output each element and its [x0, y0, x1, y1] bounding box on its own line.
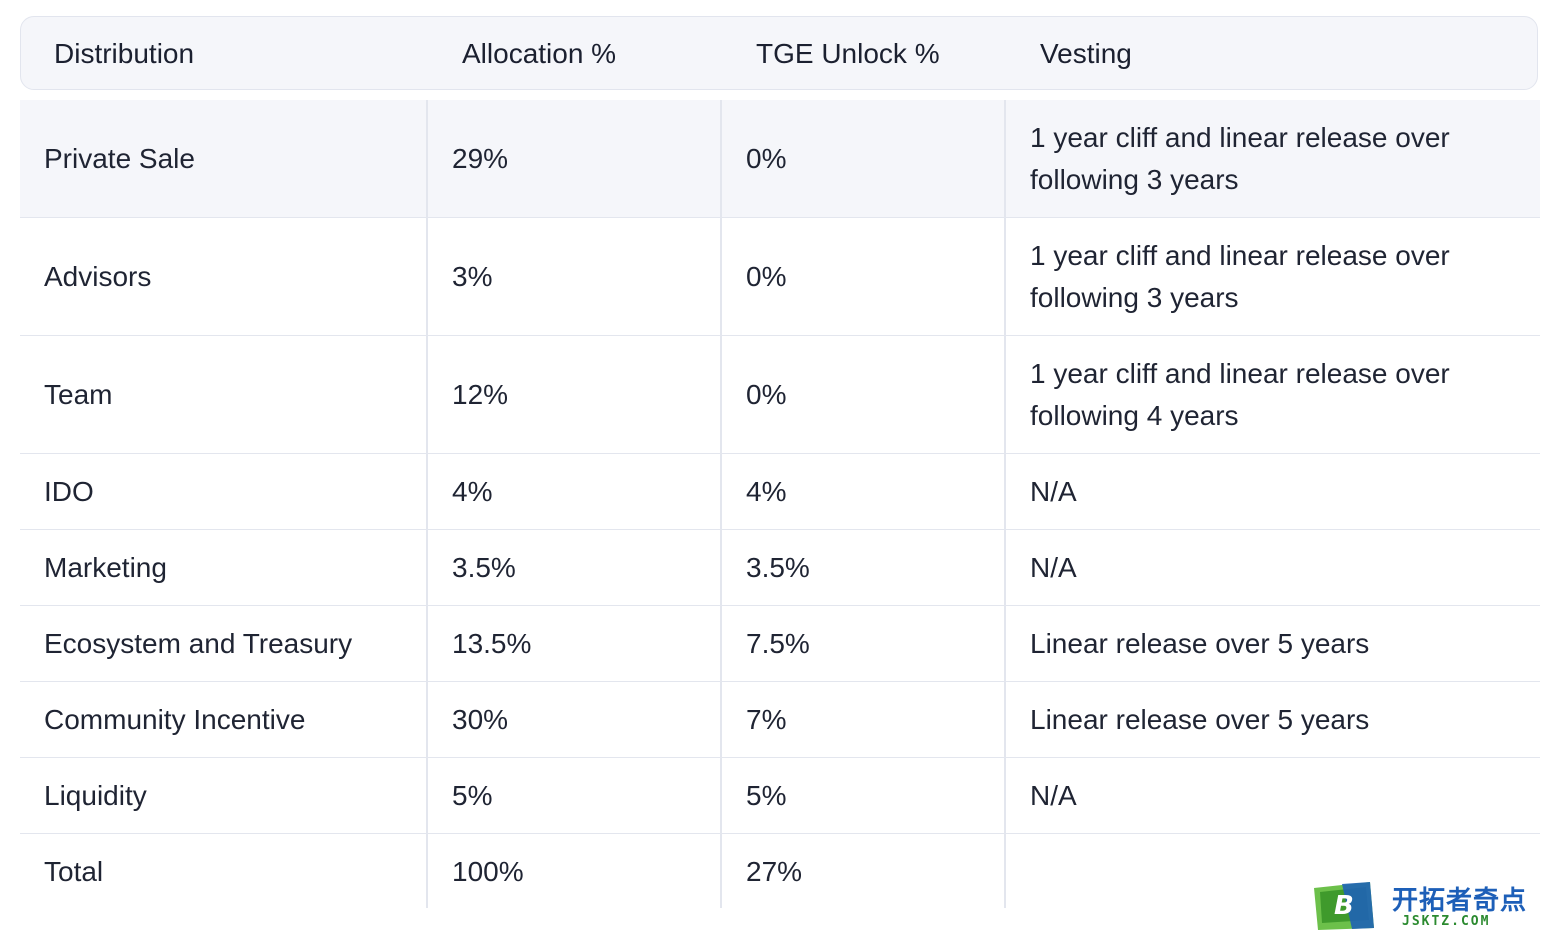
cell-distribution: Private Sale [44, 142, 195, 174]
header-vesting: Vesting [1040, 38, 1132, 69]
cell-tge-unlock: 0% [746, 260, 787, 292]
table-header: Distribution Allocation % TGE Unlock % V… [20, 16, 1538, 90]
cell-vesting: Linear release over 5 years [1030, 627, 1370, 659]
table-row: Private Sale 29% 0% 1 year cliff and lin… [20, 100, 1540, 218]
cell-tge-unlock: 7% [746, 703, 787, 735]
cell-distribution: Advisors [44, 260, 152, 292]
watermark-logo: B 开拓者奇点 JSKTZ.COM [1310, 878, 1546, 934]
cell-vesting: N/A [1030, 779, 1077, 811]
cell-tge-unlock: 0% [746, 142, 787, 174]
table-row: Community Incentive 30% 7% Linear releas… [20, 682, 1540, 758]
cell-tge-unlock: 7.5% [746, 627, 810, 659]
cell-vesting: N/A [1030, 551, 1077, 583]
cell-allocation: 4% [452, 475, 493, 507]
cell-allocation: 13.5% [452, 627, 532, 659]
table-row: IDO 4% 4% N/A [20, 454, 1540, 530]
header-distribution: Distribution [54, 38, 195, 69]
cell-vesting: 1 year cliff and linear release over fol… [1030, 121, 1450, 195]
cell-tge-unlock: 0% [746, 378, 787, 410]
table-row: Liquidity 5% 5% N/A [20, 758, 1540, 834]
cell-distribution: Marketing [44, 551, 167, 583]
table-body: Private Sale 29% 0% 1 year cliff and lin… [20, 100, 1540, 910]
cell-vesting: Linear release over 5 years [1030, 703, 1370, 735]
header-tge-unlock: TGE Unlock % [756, 38, 940, 69]
header-allocation: Allocation % [462, 38, 617, 69]
cell-tge-unlock: 5% [746, 779, 787, 811]
cell-vesting: N/A [1030, 475, 1077, 507]
cell-distribution: Ecosystem and Treasury [44, 627, 353, 659]
cell-tge-unlock: 3.5% [746, 551, 810, 583]
cell-vesting: 1 year cliff and linear release over fol… [1030, 357, 1450, 431]
watermark-name-cn: 开拓者奇点 [1392, 886, 1528, 916]
cell-tge-unlock: 27% [746, 856, 803, 887]
cell-allocation: 12% [452, 378, 509, 410]
column-divider [720, 100, 722, 908]
column-divider [1004, 100, 1006, 908]
column-divider [426, 100, 428, 908]
cell-vesting: 1 year cliff and linear release over fol… [1030, 239, 1450, 313]
table-row: Advisors 3% 0% 1 year cliff and linear r… [20, 218, 1540, 336]
cell-tge-unlock: 4% [746, 475, 787, 507]
cell-allocation: 5% [452, 779, 493, 811]
cell-distribution: Team [44, 378, 113, 410]
cell-distribution: IDO [44, 475, 94, 507]
cell-allocation: 100% [452, 856, 524, 887]
cell-allocation: 3% [452, 260, 493, 292]
cell-distribution: Total [44, 856, 104, 887]
table-row-total: Total 100% 27% [20, 834, 1540, 910]
cell-allocation: 29% [452, 142, 509, 174]
cell-distribution: Community Incentive [44, 703, 306, 735]
watermark-name-en: JSKTZ.COM [1402, 914, 1491, 929]
table-row: Team 12% 0% 1 year cliff and linear rele… [20, 336, 1540, 454]
cell-distribution: Liquidity [44, 779, 147, 811]
table-row: Marketing 3.5% 3.5% N/A [20, 530, 1540, 606]
cell-allocation: 30% [452, 703, 509, 735]
watermark-mark-letter: B [1334, 891, 1354, 921]
watermark-mark-icon: B [1314, 882, 1374, 930]
cell-allocation: 3.5% [452, 551, 516, 583]
table-row: Ecosystem and Treasury 13.5% 7.5% Linear… [20, 606, 1540, 682]
